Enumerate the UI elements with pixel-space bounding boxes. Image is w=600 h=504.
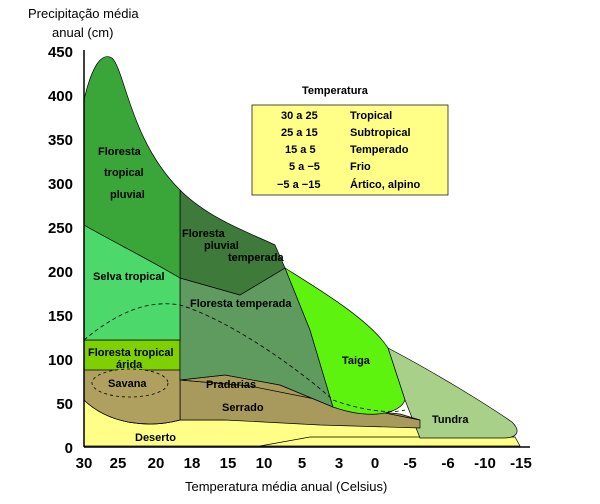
region-floresta-tropical-pluvial (83, 56, 181, 279)
y-tick-400: 400 (48, 88, 73, 105)
x-tick-18: 18 (184, 455, 201, 472)
x-tick-5: 5 (298, 455, 306, 472)
legend-name-2: Subtropical (350, 127, 411, 139)
legend-range-3: 15 a 5 (285, 144, 316, 156)
temperature-legend: Temperatura 30 a 25 Tropical 25 a 15 Sub… (251, 85, 449, 196)
legend-name-4: Frio (350, 161, 371, 173)
label-deserto: Deserto (135, 432, 176, 444)
savana-outline (91, 368, 169, 398)
label-floresta-tropical-pluvial-2: tropical (104, 167, 144, 179)
x-tick-25: 25 (110, 455, 127, 472)
x-tick-30: 30 (76, 455, 93, 472)
label-floresta-pluvial-temperada-2: pluvial (204, 240, 239, 252)
label-floresta-tropical-arida-2: árida (116, 359, 143, 371)
legend-range-5: −5 a −15 (277, 179, 320, 191)
x-tick-10: 10 (256, 455, 273, 472)
x-tick-15: 15 (220, 455, 237, 472)
y-tick-300: 300 (48, 176, 73, 193)
x-tick-m5: -5 (403, 455, 416, 472)
label-floresta-tropical-pluvial-1: Floresta (98, 146, 142, 158)
y-axis-title-line1: Precipitação média (28, 6, 139, 21)
label-floresta-pluvial-temperada-1: Floresta (182, 228, 226, 240)
x-tick-m6: -6 (441, 455, 454, 472)
label-floresta-tropical-arida-1: Floresta tropical (88, 347, 174, 359)
y-tick-200: 200 (48, 264, 73, 281)
y-axis-title-line2: anual (cm) (52, 25, 113, 40)
legend-range-2: 25 a 15 (281, 127, 318, 139)
y-tick-350: 350 (48, 132, 73, 149)
y-tick-250: 250 (48, 220, 73, 237)
x-tick-labels: 30 25 20 18 15 10 5 3 0 -5 -6 -10 -15 (76, 455, 532, 472)
label-floresta-temperada: Floresta temperada (190, 298, 292, 310)
y-tick-50: 50 (56, 396, 73, 413)
x-tick-0: 0 (371, 455, 379, 472)
legend-range-4: 5 a −5 (289, 161, 320, 173)
region-tundra (387, 347, 518, 439)
region-taiga (284, 267, 406, 415)
deserto-wedge (259, 436, 420, 447)
x-axis-title: Temperatura média anual (Celsius) (185, 479, 387, 494)
y-tick-450: 450 (48, 44, 73, 61)
y-tick-100: 100 (48, 352, 73, 369)
y-tick-labels: 450 400 350 300 250 200 150 100 50 0 (48, 44, 73, 457)
label-tundra: Tundra (432, 414, 469, 426)
legend-name-3: Temperado (350, 144, 409, 156)
legend-box (251, 104, 449, 196)
x-tick-20: 20 (148, 455, 165, 472)
biome-labels: Floresta tropical pluvial Selva tropical… (88, 146, 469, 444)
dashed-boundary (83, 303, 406, 412)
x-tick-m10: -10 (474, 455, 496, 472)
legend-name-1: Tropical (350, 110, 392, 122)
label-floresta-pluvial-temperada-3: temperada (228, 252, 285, 264)
legend-title: Temperatura (302, 85, 369, 97)
region-floresta-pluvial-temperada (179, 189, 286, 296)
y-tick-0: 0 (65, 440, 73, 457)
label-selva-tropical: Selva tropical (93, 271, 165, 283)
x-tick-3: 3 (335, 455, 343, 472)
label-floresta-tropical-pluvial-3: pluvial (110, 189, 145, 201)
x-tick-m15: -15 (510, 455, 532, 472)
label-taiga: Taiga (342, 355, 371, 367)
legend-range-1: 30 a 25 (281, 110, 318, 122)
legend-name-5: Ártico, alpino (350, 178, 421, 191)
label-pradarias: Pradarias (206, 379, 256, 391)
label-savana: Savana (108, 378, 147, 390)
label-serrado: Serrado (222, 402, 264, 414)
y-tick-150: 150 (48, 308, 73, 325)
